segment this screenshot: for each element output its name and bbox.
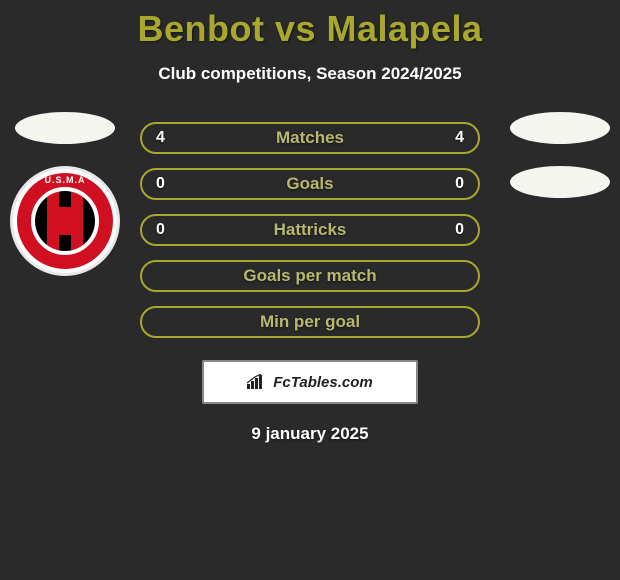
stat-label: Min per goal [142,312,478,332]
stat-row-min-per-goal: Min per goal [140,306,480,338]
stat-label: Goals [142,174,478,194]
player-right-oval-icon [510,112,610,144]
left-logo-column: U.S.M.A [10,112,120,276]
right-logo-column [510,112,610,198]
date-line: 9 january 2025 [0,424,620,444]
bar-chart-icon [247,374,267,390]
stat-row-goals: 0 Goals 0 [140,168,480,200]
attribution-box: FcTables.com [202,360,418,404]
stat-label: Goals per match [142,266,478,286]
club-right-oval-icon [510,166,610,198]
page-subtitle: Club competitions, Season 2024/2025 [0,64,620,84]
stat-row-goals-per-match: Goals per match [140,260,480,292]
stat-label: Matches [142,128,478,148]
stat-rows: 4 Matches 4 0 Goals 0 0 Hattricks 0 Goal… [140,122,480,338]
attribution-text: FcTables.com [273,374,372,391]
content-area: U.S.M.A 4 Matches 4 0 Goals 0 0 Hattrick… [0,122,620,444]
club-badge-left: U.S.M.A [10,166,120,276]
page-title: Benbot vs Malapela [0,0,620,50]
stat-row-hattricks: 0 Hattricks 0 [140,214,480,246]
stat-label: Hattricks [142,220,478,240]
player-left-oval-icon [15,112,115,144]
stat-row-matches: 4 Matches 4 [140,122,480,154]
club-badge-text: U.S.M.A [13,175,117,185]
